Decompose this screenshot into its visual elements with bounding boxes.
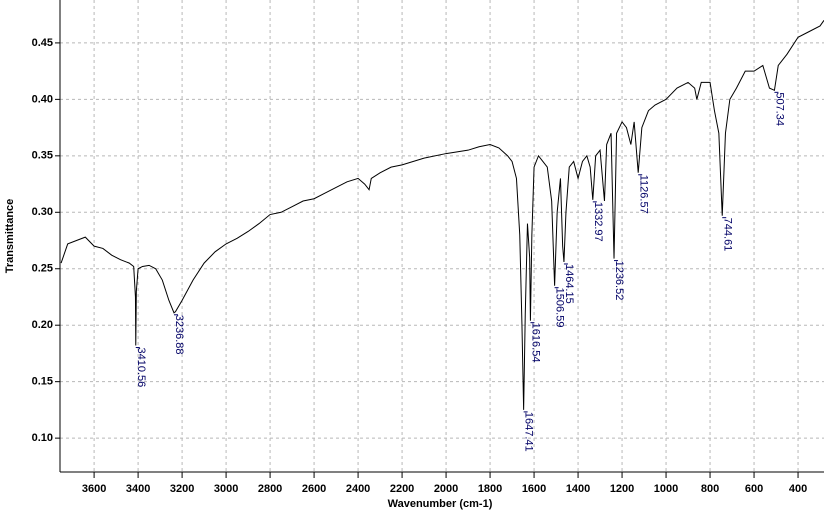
x-tick-label: 2400 — [346, 483, 370, 495]
x-tick-label: 1200 — [610, 483, 634, 495]
peak-label: 1647.41 — [523, 412, 535, 452]
x-tick-label: 2200 — [390, 483, 414, 495]
peak-label: 3236.88 — [173, 315, 185, 355]
peak-label: 507.34 — [774, 92, 786, 126]
x-axis-label: Wavenumber (cm-1) — [388, 498, 493, 510]
x-tick-label: 2000 — [434, 483, 458, 495]
x-tick-label: 3000 — [214, 483, 238, 495]
peak-label: 1506.59 — [554, 288, 566, 328]
y-tick-label: 0.40 — [32, 93, 53, 105]
y-tick-label: 0.30 — [32, 206, 53, 218]
y-tick-label: 0.15 — [32, 376, 53, 388]
x-tick-label: 800 — [701, 483, 719, 495]
peak-label: 744.61 — [721, 218, 733, 252]
peak-label: 1616.54 — [530, 323, 542, 363]
x-tick-label: 1400 — [566, 483, 590, 495]
y-tick-label: 0.25 — [32, 263, 53, 275]
y-tick-label: 0.20 — [32, 319, 53, 331]
spectrum-line — [60, 20, 824, 410]
y-tick-label: 0.10 — [32, 432, 53, 444]
y-tick-label: 0.45 — [32, 37, 53, 49]
x-tick-label: 3400 — [126, 483, 150, 495]
y-tick-label: 0.35 — [32, 150, 53, 162]
peak-label: 3410.56 — [135, 348, 147, 388]
x-tick-label: 2800 — [258, 483, 282, 495]
peak-label: 1126.57 — [637, 175, 649, 214]
x-tick-label: 2600 — [302, 483, 326, 495]
x-tick-label: 400 — [789, 483, 807, 495]
x-tick-label: 1800 — [478, 483, 502, 495]
peak-label: 1236.52 — [613, 261, 625, 301]
x-tick-label: 600 — [745, 483, 763, 495]
x-tick-label: 1600 — [522, 483, 546, 495]
peak-label: 1332.97 — [592, 202, 604, 242]
x-tick-label: 1000 — [654, 483, 678, 495]
x-tick-label: 3600 — [82, 483, 106, 495]
y-axis-label: Transmittance — [4, 199, 16, 274]
x-tick-label: 3200 — [170, 483, 194, 495]
peak-label: 1464.15 — [563, 264, 575, 304]
